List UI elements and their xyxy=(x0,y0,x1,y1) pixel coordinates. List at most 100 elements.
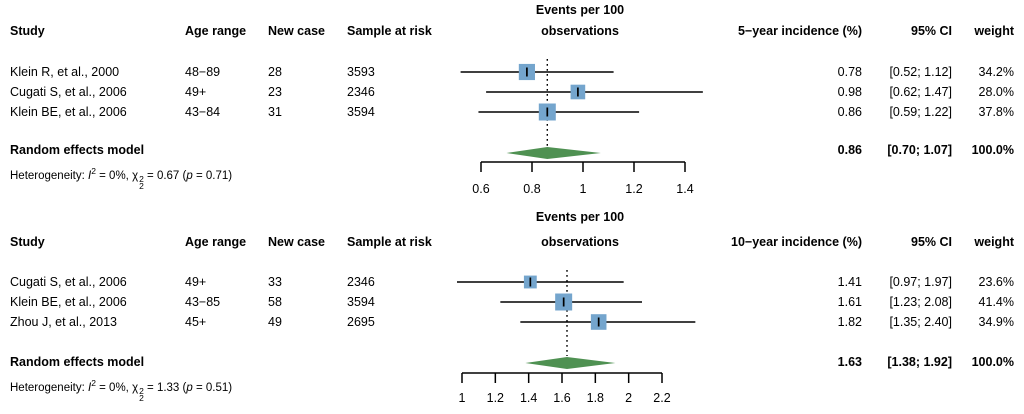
study-weight-value: 34.9% xyxy=(978,314,1014,329)
col-header-incidence: 10−year incidence (%) xyxy=(731,234,862,249)
x-axis-tick-label: 1.4 xyxy=(676,181,694,196)
study-name: Klein R, et al., 2000 xyxy=(10,64,120,79)
study-age-range: 49+ xyxy=(185,84,207,99)
study-sample-at-risk: 2695 xyxy=(347,314,375,329)
col-header-ci: 95% CI xyxy=(911,234,952,249)
pooled-diamond xyxy=(525,357,616,369)
plot-title-line2: observations xyxy=(541,23,619,38)
plot-title-line1: Events per 100 xyxy=(535,2,625,17)
study-new-case: 49 xyxy=(268,314,282,329)
pooled-incidence-value: 0.86 xyxy=(837,142,862,157)
study-ci-value: [0.97; 1.97] xyxy=(889,274,952,289)
study-incidence-value: 0.98 xyxy=(837,84,862,99)
study-name: Cugati S, et al., 2006 xyxy=(10,274,127,289)
study-age-range: 43−85 xyxy=(185,294,221,309)
pooled-ci-value: [1.38; 1.92] xyxy=(887,354,952,369)
study-new-case: 58 xyxy=(268,294,282,309)
x-axis-tick-label: 2 xyxy=(625,390,633,405)
x-axis-tick-label: 1.2 xyxy=(625,181,643,196)
study-weight-value: 37.8% xyxy=(978,104,1014,119)
x-axis-tick-label: 2.2 xyxy=(653,390,671,405)
pooled-weight-value: 100.0% xyxy=(971,142,1014,157)
heterogeneity-segment: p xyxy=(186,169,193,182)
study-ci-value: [1.35; 2.40] xyxy=(889,314,952,329)
col-header-sample-at-risk: Sample at risk xyxy=(347,234,432,249)
study-ci-value: [0.59; 1.22] xyxy=(889,104,952,119)
study-weight-value: 41.4% xyxy=(978,294,1014,309)
heterogeneity-segment: = 0.71) xyxy=(192,169,233,182)
study-incidence-value: 1.41 xyxy=(837,274,862,289)
study-incidence-value: 1.61 xyxy=(837,294,862,309)
heterogeneity-segment: = 0.51) xyxy=(192,381,233,394)
col-header-age-range: Age range xyxy=(185,234,247,249)
study-incidence-value: 0.78 xyxy=(837,64,862,79)
x-axis-tick-label: 1.2 xyxy=(486,390,505,405)
study-age-range: 49+ xyxy=(185,274,207,289)
heterogeneity-segment: I xyxy=(88,169,92,182)
x-axis-tick-label: 1.4 xyxy=(519,390,538,405)
study-sample-at-risk: 3593 xyxy=(347,64,375,79)
col-header-new-case: New case xyxy=(268,234,325,249)
col-header-weight: weight xyxy=(974,23,1014,38)
study-age-range: 45+ xyxy=(185,314,207,329)
study-new-case: 31 xyxy=(268,104,282,119)
col-header-study: Study xyxy=(10,23,45,38)
x-axis-tick-label: 1.8 xyxy=(586,390,605,405)
study-new-case: 28 xyxy=(268,64,282,79)
heterogeneity-segment: = 0%, xyxy=(95,381,133,394)
heterogeneity-segment: χ xyxy=(132,381,139,394)
x-axis-tick-label: 1 xyxy=(579,181,587,196)
study-ci-value: [0.52; 1.12] xyxy=(889,64,952,79)
pooled-ci-value: [0.70; 1.07] xyxy=(887,142,952,157)
heterogeneity-segment: Heterogeneity: xyxy=(10,169,88,182)
col-header-incidence: 5−year incidence (%) xyxy=(737,23,862,38)
heterogeneity-segment: Heterogeneity: xyxy=(10,381,88,394)
pooled-weight-value: 100.0% xyxy=(971,354,1014,369)
col-header-study: Study xyxy=(10,234,45,249)
study-new-case: 33 xyxy=(268,274,282,289)
heterogeneity-segment: = 0.67 ( xyxy=(143,169,187,182)
study-sample-at-risk: 2346 xyxy=(347,274,375,289)
pooled-incidence-value: 1.63 xyxy=(837,354,862,369)
pooled-diamond xyxy=(506,147,601,159)
study-weight-value: 34.2% xyxy=(978,64,1014,79)
study-sample-at-risk: 3594 xyxy=(347,294,375,309)
col-header-sample-at-risk: Sample at risk xyxy=(347,23,432,38)
heterogeneity-segment: 2 xyxy=(139,174,144,185)
study-sample-at-risk: 3594 xyxy=(347,104,375,119)
study-name: Cugati S, et al., 2006 xyxy=(10,84,127,99)
study-name: Zhou J, et al., 2013 xyxy=(10,314,118,329)
study-new-case: 23 xyxy=(268,84,282,99)
random-effects-label: Random effects model xyxy=(10,354,145,369)
study-age-range: 43−84 xyxy=(185,104,221,119)
study-incidence-value: 1.82 xyxy=(837,314,862,329)
x-axis-tick-label: 0.8 xyxy=(523,181,541,196)
plot-title-line2: observations xyxy=(541,234,619,249)
heterogeneity-segment: = 0%, xyxy=(95,169,133,182)
heterogeneity-segment: = 1.33 ( xyxy=(143,381,187,394)
study-age-range: 48−89 xyxy=(185,64,221,79)
heterogeneity-segment: 2 xyxy=(139,386,144,397)
col-header-age-range: Age range xyxy=(185,23,247,38)
study-weight-value: 23.6% xyxy=(978,274,1014,289)
study-sample-at-risk: 2346 xyxy=(347,84,375,99)
i-squared-exponent: 2 xyxy=(91,377,96,388)
plot-title-line1: Events per 100 xyxy=(535,209,625,224)
heterogeneity-segment: p xyxy=(186,381,193,394)
heterogeneity-segment: 2 xyxy=(139,181,144,192)
heterogeneity-segment: 2 xyxy=(139,393,144,404)
study-weight-value: 28.0% xyxy=(978,84,1014,99)
study-name: Klein BE, et al., 2006 xyxy=(10,104,127,119)
study-ci-value: [1.23; 2.08] xyxy=(889,294,952,309)
study-incidence-value: 0.86 xyxy=(837,104,862,119)
col-header-new-case: New case xyxy=(268,23,325,38)
x-axis-tick-label: 1 xyxy=(458,390,466,405)
x-axis-tick-label: 0.6 xyxy=(472,181,490,196)
